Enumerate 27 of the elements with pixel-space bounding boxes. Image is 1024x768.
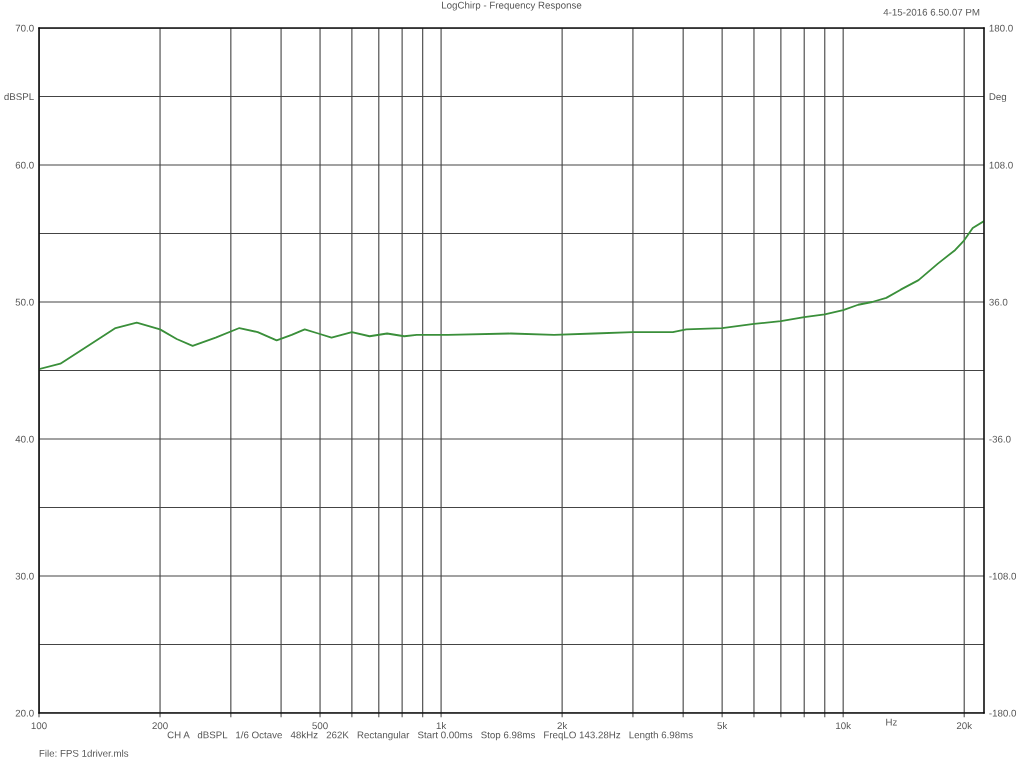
x-tick-label: 2k <box>557 722 568 730</box>
x-tick-label: 500 <box>312 722 328 730</box>
y2-tick-label: -108.0 <box>989 572 1017 580</box>
y-tick-label: 70.0 <box>15 24 34 32</box>
y-tick-label: 50.0 <box>15 298 34 306</box>
text: CH A dBSPL 1/6 Octave 48kHz 262K Rectangular Start 0.00ms Stop 6.98ms FreqLO 143.28Hz Length 6.98ms <box>167 731 693 741</box>
y2-tick-label: -180.0 <box>989 709 1017 717</box>
chart-title: LogChirp - Frequency Response <box>442 1 582 11</box>
x-tick-label: 200 <box>152 722 168 730</box>
y-tick-label: 40.0 <box>15 435 34 443</box>
y-tick-label: 60.0 <box>15 161 34 169</box>
x-tick-label: 100 <box>31 722 47 730</box>
x-tick-label: 5k <box>717 722 728 730</box>
text: File: FPS 1driver.mls <box>39 749 129 757</box>
y2-tick-label: Deg <box>989 93 1007 103</box>
y-tick-label: dBSPL <box>4 92 34 101</box>
x-tick-label: 10k <box>836 722 852 730</box>
x-axis-title: Hz <box>886 718 897 726</box>
x-tick-label: 1k <box>436 722 447 730</box>
y2-tick-label: 36.0 <box>989 298 1008 306</box>
y2-tick-label: 108.0 <box>989 161 1013 169</box>
y-tick-label: 20.0 <box>15 709 34 717</box>
text: 4-15-2016 6.50.07 PM <box>883 8 980 16</box>
y-tick-label: 30.0 <box>15 572 34 580</box>
y2-tick-label: -36.0 <box>989 435 1011 443</box>
x-tick-label: 20k <box>956 722 973 730</box>
y2-tick-label: 180.0 <box>989 24 1013 32</box>
